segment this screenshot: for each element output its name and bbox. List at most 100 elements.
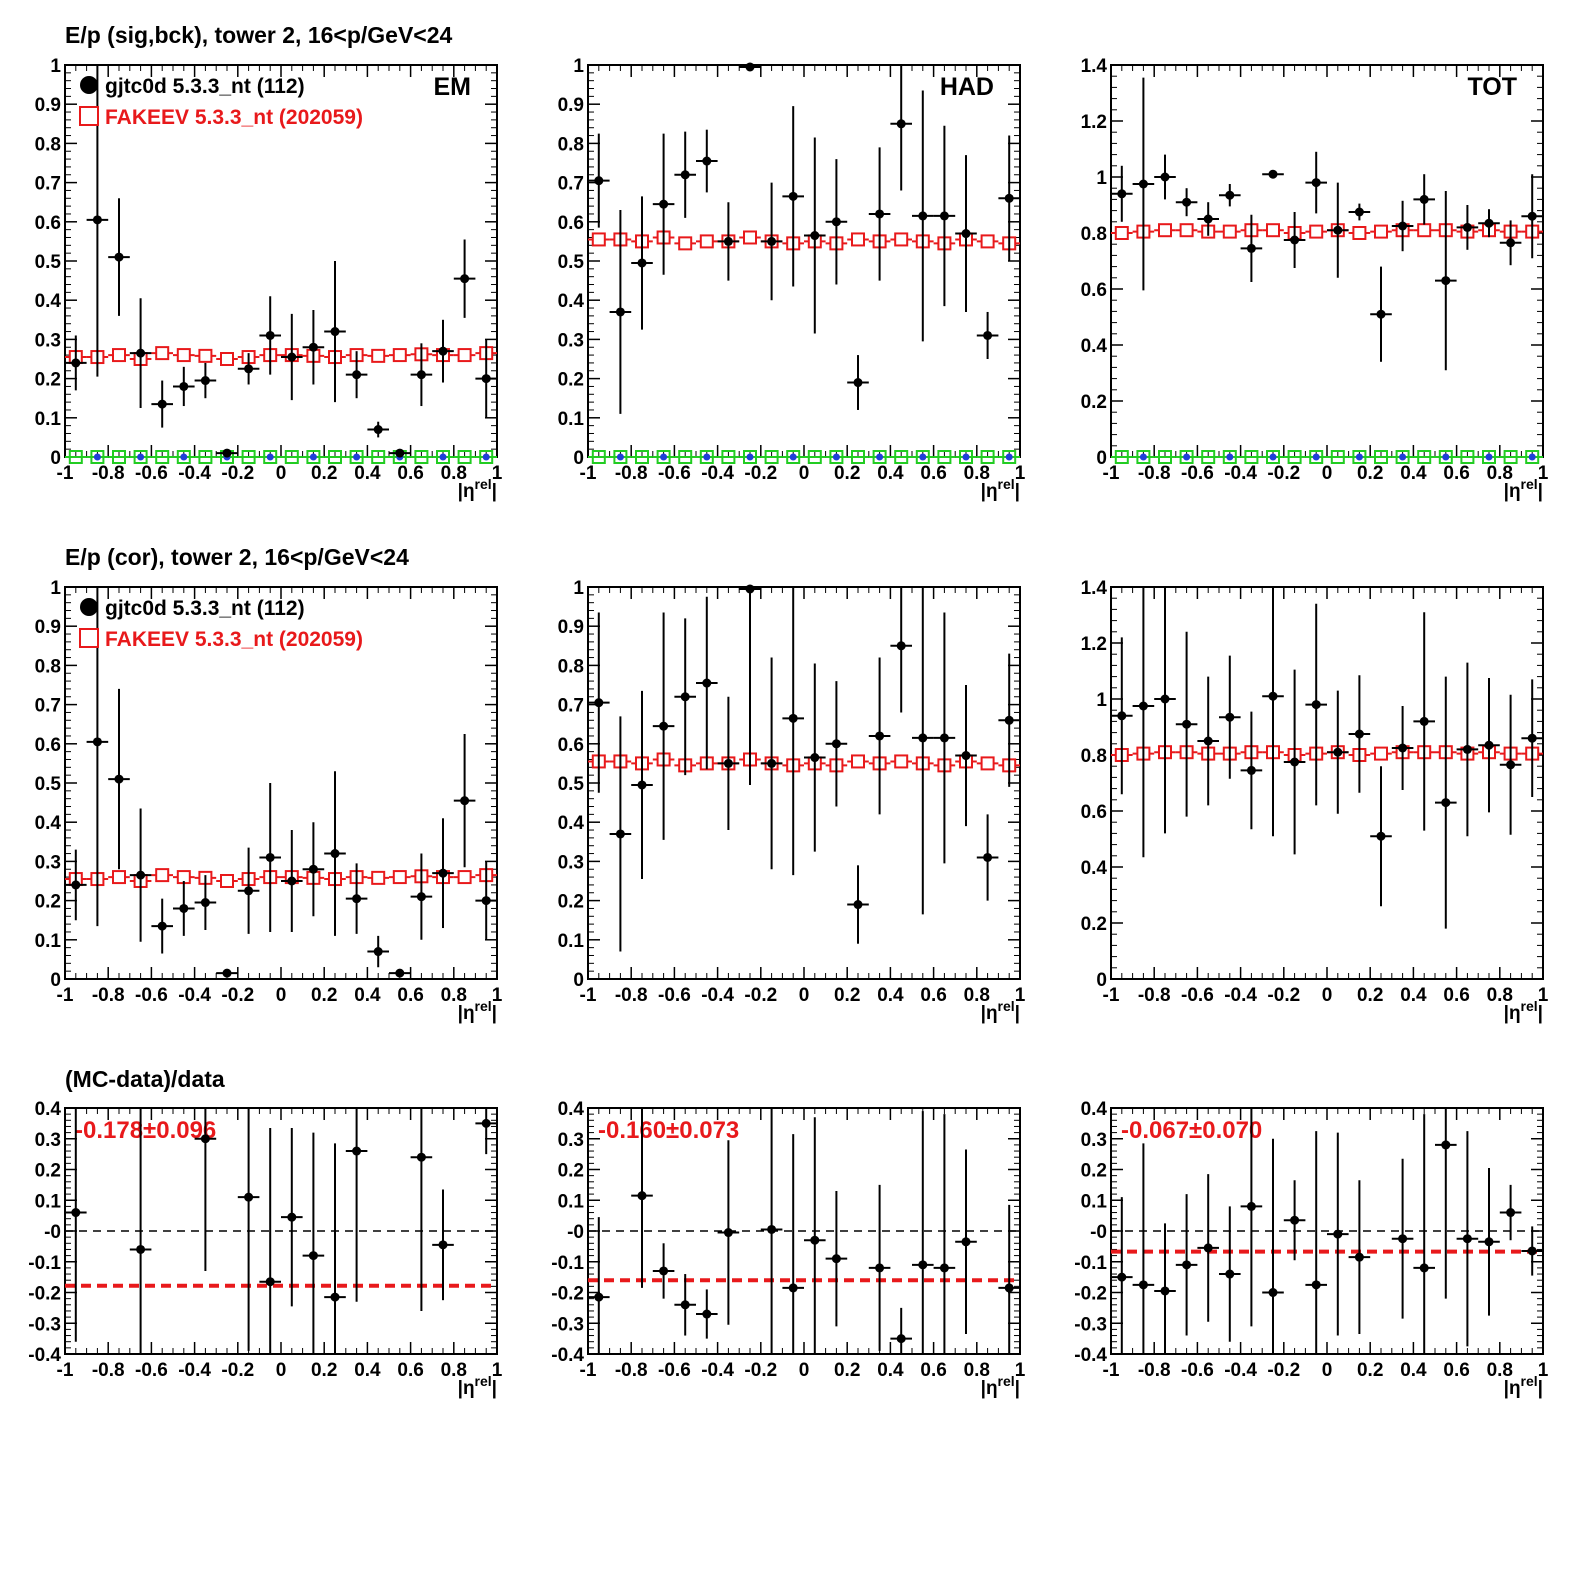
- y-tick-label: 0.2: [35, 1161, 61, 1182]
- zero-series-green-marker: [1136, 450, 1151, 464]
- x-tick-label: -0.8: [92, 1360, 125, 1381]
- data-point: [659, 199, 669, 209]
- plot-frame: [587, 586, 1021, 980]
- zero-series-green-marker: [613, 450, 628, 464]
- x-tick-label: 1: [1015, 985, 1026, 1006]
- y-tick-label: 1.2: [1081, 112, 1107, 133]
- data-point: [114, 252, 124, 262]
- y-tick-label: 0.4: [35, 1099, 62, 1120]
- mc-marker: [392, 348, 407, 363]
- data-point: [92, 215, 102, 225]
- data-point: [438, 868, 448, 878]
- x-tick-label: 0.2: [311, 1360, 337, 1381]
- x-tick-label: -0.2: [1267, 463, 1300, 484]
- legend-data-marker: [80, 598, 98, 616]
- zero-series-green-marker: [872, 450, 887, 464]
- zero-series-green-marker: [591, 450, 606, 464]
- data-point: [265, 1277, 275, 1287]
- x-tick-label: 1: [1538, 463, 1549, 484]
- data-point: [594, 176, 604, 186]
- x-tick-label: -1: [1103, 463, 1120, 484]
- x-tick-label: 1: [492, 1360, 503, 1381]
- zero-series-green-marker: [937, 450, 952, 464]
- data-point: [222, 448, 232, 458]
- y-tick-label: 1: [50, 578, 61, 599]
- zero-series-green-marker: [915, 450, 930, 464]
- zero-series-green-marker: [1503, 450, 1518, 464]
- mc-marker: [980, 756, 995, 771]
- x-tick-label: -1: [580, 985, 597, 1006]
- x-tick-label: -0.8: [1138, 1360, 1171, 1381]
- zero-series-green-marker: [1309, 450, 1324, 464]
- data-point: [680, 1300, 690, 1310]
- zero-series-green-marker: [90, 450, 105, 464]
- data-point: [637, 1191, 647, 1201]
- data-point: [1484, 218, 1494, 228]
- zero-series-blue-marker: [1226, 453, 1234, 461]
- zero-series-green-marker: [1244, 450, 1259, 464]
- data-point: [1004, 715, 1014, 725]
- y-tick-label: -0.1: [1074, 1253, 1107, 1274]
- x-tick-label: -0.6: [658, 1360, 691, 1381]
- y-tick-label: 0.3: [558, 852, 584, 873]
- zero-series-green-marker: [1158, 450, 1172, 464]
- mc-marker: [699, 234, 714, 249]
- x-tick-label: 0.8: [964, 985, 990, 1006]
- zero-series-blue-marker: [660, 453, 668, 461]
- data-point: [1268, 691, 1278, 701]
- data-point: [853, 378, 863, 388]
- x-tick-label: -0.2: [221, 985, 254, 1006]
- data-point: [831, 1254, 841, 1264]
- zero-series-green-marker: [721, 450, 736, 464]
- data-point: [918, 211, 928, 221]
- x-tick-label: -0.2: [1267, 985, 1300, 1006]
- zero-series-green-marker: [678, 450, 693, 464]
- panel-r2c1: 00.10.20.30.40.50.60.70.80.91-1 -0.8 -0.6-…: [35, 578, 503, 1024]
- legend-data-marker: [80, 76, 98, 94]
- y-tick-label: 0.7: [558, 696, 584, 717]
- x-tick-label: 0.8: [964, 1360, 990, 1381]
- y-tick-label: 0.2: [1081, 392, 1107, 413]
- x-tick-label: -1: [57, 463, 74, 484]
- zero-series-blue-marker: [962, 453, 970, 461]
- y-tick-label: 0: [573, 448, 584, 469]
- data-point: [1484, 1237, 1494, 1247]
- data-point: [1419, 1263, 1429, 1273]
- data-point: [460, 274, 470, 284]
- zero-series-blue-marker: [1183, 453, 1191, 461]
- mc-marker: [220, 874, 234, 888]
- data-point: [680, 170, 690, 180]
- x-tick-label: -0.2: [744, 1360, 777, 1381]
- zero-series-blue-marker: [93, 453, 101, 461]
- y-tick-label: 0.8: [1081, 746, 1107, 767]
- data-point: [481, 1118, 491, 1128]
- data-point: [1398, 1234, 1408, 1244]
- data-point: [1160, 172, 1170, 182]
- zero-series-green-marker: [699, 450, 714, 464]
- data-point: [1462, 1234, 1472, 1244]
- y-tick-label: 0.6: [1081, 802, 1107, 823]
- y-tick-label: 0.8: [35, 134, 61, 155]
- y-tick-label: -0.2: [551, 1284, 584, 1305]
- zero-series-blue-marker: [1485, 453, 1493, 461]
- x-tick-label: 0: [1322, 985, 1333, 1006]
- y-tick-label: 0.2: [35, 370, 61, 391]
- mc-marker: [112, 348, 126, 363]
- data-point: [330, 1292, 340, 1302]
- data-point: [1004, 193, 1014, 203]
- zero-series-green-marker: [656, 450, 671, 464]
- data-point: [92, 737, 102, 747]
- zero-series-green-marker: [1460, 450, 1475, 464]
- data-point: [352, 370, 362, 380]
- x-axis-title: |ηrel|: [981, 998, 1020, 1024]
- zero-series-green-marker: [1287, 450, 1302, 464]
- zero-series-blue-marker: [1269, 453, 1277, 461]
- panel-r1c2: 00.10.20.30.40.50.60.70.80.91-1 -0.8 -0.6-…: [558, 56, 1026, 502]
- data-point: [594, 698, 604, 708]
- data-point: [1117, 189, 1127, 199]
- y-tick-label: 0.3: [558, 330, 584, 351]
- zero-series-blue-marker: [309, 453, 317, 461]
- data-point: [767, 758, 777, 768]
- data-point: [136, 348, 146, 358]
- y-tick-label: 1: [573, 578, 584, 599]
